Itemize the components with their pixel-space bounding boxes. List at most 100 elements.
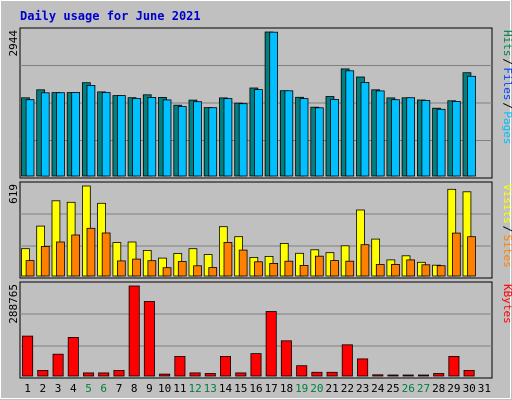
x-tick-label: 19 xyxy=(295,382,308,395)
bar-kbytes-day-15 xyxy=(235,372,247,377)
x-tick-label: 16 xyxy=(249,382,262,395)
bar-kbytes-day-25 xyxy=(387,374,399,377)
bar-kbytes-day-22 xyxy=(341,344,353,377)
bar-files-day-3 xyxy=(56,92,65,177)
legend-separator: / xyxy=(501,58,512,65)
bar-files-day-10 xyxy=(162,99,172,177)
bar-kbytes-day-20 xyxy=(311,371,323,377)
x-tick-label: 23 xyxy=(356,382,369,395)
bar-files-day-30 xyxy=(467,75,476,177)
x-tick-label: 12 xyxy=(188,382,201,395)
bar-kbytes-day-21 xyxy=(326,371,338,377)
bar-visits-day-19 xyxy=(295,252,304,277)
bar-sites-day-10 xyxy=(162,267,172,277)
bar-files-day-9 xyxy=(147,97,157,177)
x-tick-label: 13 xyxy=(204,382,217,395)
bar-visits-day-29 xyxy=(447,188,457,277)
bar-files-day-14 xyxy=(223,98,233,177)
bar-kbytes-day-14 xyxy=(219,355,231,377)
y-max-label: 288765 xyxy=(7,284,20,324)
bar-sites-day-1 xyxy=(25,260,35,277)
bar-files-day-15 xyxy=(238,103,248,177)
bar-sites-day-14 xyxy=(223,241,233,277)
bar-kbytes-day-28 xyxy=(433,373,445,377)
bar-sites-day-12 xyxy=(193,265,202,277)
legend-entry: KBytes xyxy=(501,284,512,324)
bar-visits-day-10 xyxy=(158,257,167,277)
bar-kbytes-day-11 xyxy=(174,355,186,377)
bar-kbytes-day-24 xyxy=(372,374,384,377)
bar-sites-day-8 xyxy=(132,258,141,277)
x-tick-label: 3 xyxy=(55,382,62,395)
bar-visits-day-12 xyxy=(188,248,198,277)
bar-sites-day-3 xyxy=(56,241,65,277)
bar-files-day-29 xyxy=(451,101,461,177)
bar-sites-day-25 xyxy=(391,263,400,277)
chart-panels: 2944Hits/Files/Pages619Visits/Sites28876… xyxy=(7,27,512,379)
x-tick-label: 2 xyxy=(39,382,46,395)
bar-kbytes-day-29 xyxy=(448,355,460,377)
bar-sites-day-22 xyxy=(345,260,355,277)
x-tick-label: 7 xyxy=(116,382,123,395)
bar-files-day-17 xyxy=(269,31,279,177)
bar-sites-day-16 xyxy=(254,261,263,277)
bar-kbytes-day-9 xyxy=(143,301,155,377)
x-tick-label: 14 xyxy=(219,382,233,395)
bar-sites-day-19 xyxy=(299,264,309,277)
bar-sites-day-24 xyxy=(375,264,385,277)
bar-sites-day-26 xyxy=(406,259,416,277)
legend-entry: Sites xyxy=(501,235,512,268)
bar-sites-day-28 xyxy=(436,265,446,277)
bar-kbytes-day-3 xyxy=(52,353,64,377)
x-tick-label: 10 xyxy=(158,382,171,395)
x-tick-label: 5 xyxy=(85,382,92,395)
bar-kbytes-day-27 xyxy=(417,374,429,377)
bar-files-day-5 xyxy=(86,85,96,177)
x-tick-label: 6 xyxy=(100,382,107,395)
bar-kbytes-day-4 xyxy=(67,336,79,377)
y-max-label: 2944 xyxy=(7,30,20,57)
bar-files-day-7 xyxy=(117,95,126,177)
bar-kbytes-day-23 xyxy=(357,358,369,377)
bar-files-day-19 xyxy=(299,98,309,177)
panel-3: 288765 KBytes xyxy=(7,281,512,379)
bar-files-day-12 xyxy=(193,101,202,177)
x-tick-label: 26 xyxy=(402,382,415,395)
x-tick-label: 4 xyxy=(70,382,77,395)
x-tick-label: 24 xyxy=(371,382,385,395)
bar-kbytes-day-17 xyxy=(265,311,277,377)
bar-files-day-28 xyxy=(436,108,446,177)
bar-sites-day-30 xyxy=(467,236,476,277)
bar-kbytes-day-8 xyxy=(128,285,140,377)
bar-kbytes-day-12 xyxy=(189,372,201,377)
x-tick-label: 8 xyxy=(131,382,138,395)
legend-entry: Files xyxy=(501,67,512,100)
x-tick-label: 22 xyxy=(341,382,354,395)
bar-kbytes-day-10 xyxy=(159,373,171,377)
bar-visits-day-7 xyxy=(112,242,122,277)
x-tick-label: 17 xyxy=(265,382,278,395)
legend: Visits / Sites xyxy=(501,184,512,268)
bar-files-day-21 xyxy=(330,99,339,177)
bar-kbytes-day-2 xyxy=(37,369,49,377)
bar-visits-day-23 xyxy=(356,209,365,277)
x-tick-label: 18 xyxy=(280,382,293,395)
x-tick-label: 1 xyxy=(24,382,31,395)
x-tick-label: 28 xyxy=(432,382,445,395)
bar-files-day-24 xyxy=(375,90,385,177)
legend-entry: Pages xyxy=(501,111,512,144)
bar-files-day-18 xyxy=(284,90,294,177)
bar-files-day-25 xyxy=(391,99,400,177)
x-tick-label: 30 xyxy=(463,382,476,395)
bar-sites-day-5 xyxy=(86,227,96,277)
bar-kbytes-day-5 xyxy=(83,372,95,377)
bar-files-day-11 xyxy=(177,106,187,177)
y-max-label: 619 xyxy=(7,184,20,204)
x-axis-ticks: 1 2 3 4 5 6 7 8 9 10 11 12 13 14 15 16 17 18 19 20 21 22 23 24 2… xyxy=(24,382,491,395)
bar-visits-day-13 xyxy=(203,254,213,277)
bar-files-day-6 xyxy=(101,92,111,177)
bar-kbytes-day-19 xyxy=(296,365,308,377)
legend: KBytes xyxy=(501,284,512,324)
bar-files-day-23 xyxy=(360,82,370,177)
